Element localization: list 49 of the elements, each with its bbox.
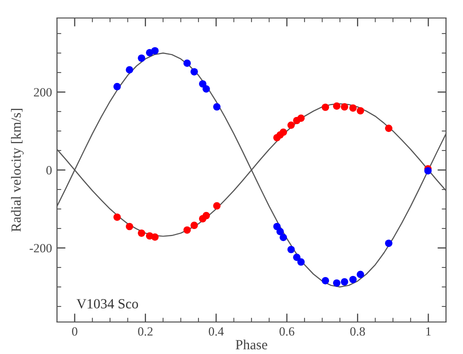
y-tick-label: 0 <box>46 166 52 174</box>
point <box>199 80 206 88</box>
point <box>333 279 340 287</box>
point <box>151 47 159 54</box>
point <box>385 124 392 132</box>
point <box>190 222 198 230</box>
point <box>213 202 221 210</box>
point <box>138 54 146 62</box>
point <box>280 128 287 136</box>
point <box>126 66 134 74</box>
y-tick-label: 200 <box>34 88 52 97</box>
point <box>183 60 191 67</box>
x-tick-label: 0.4 <box>208 327 224 336</box>
x-tick-label: 0.8 <box>350 327 365 336</box>
point <box>293 254 300 261</box>
point <box>297 114 305 122</box>
annotation: V1034 Sco <box>76 299 138 309</box>
point <box>356 270 364 278</box>
point <box>213 103 221 111</box>
point <box>297 258 305 266</box>
y-tick-label: -200 <box>30 244 52 252</box>
point <box>340 103 348 111</box>
point <box>190 68 198 76</box>
point <box>333 102 340 110</box>
point <box>280 234 287 242</box>
x-axis-title: Phase <box>236 340 268 350</box>
x-tick-label: 0.6 <box>280 327 294 336</box>
x-tick-label: 0 <box>72 327 78 336</box>
point <box>113 213 121 221</box>
point <box>126 222 134 230</box>
x-tick-label: 0.2 <box>138 327 153 336</box>
point <box>287 122 295 129</box>
y-axis-title: Radial velocity [km/s] <box>11 108 24 232</box>
point <box>151 233 159 241</box>
point <box>202 85 210 93</box>
x-tick-label: 1 <box>426 327 431 336</box>
point <box>356 107 364 114</box>
point <box>183 226 191 234</box>
point <box>349 104 357 112</box>
point <box>276 228 284 236</box>
point <box>340 278 348 286</box>
point <box>287 246 295 254</box>
point <box>202 212 210 220</box>
point <box>322 277 330 284</box>
point <box>138 229 146 237</box>
point <box>385 240 392 247</box>
point <box>113 82 121 90</box>
point <box>322 104 330 111</box>
point <box>349 276 357 284</box>
